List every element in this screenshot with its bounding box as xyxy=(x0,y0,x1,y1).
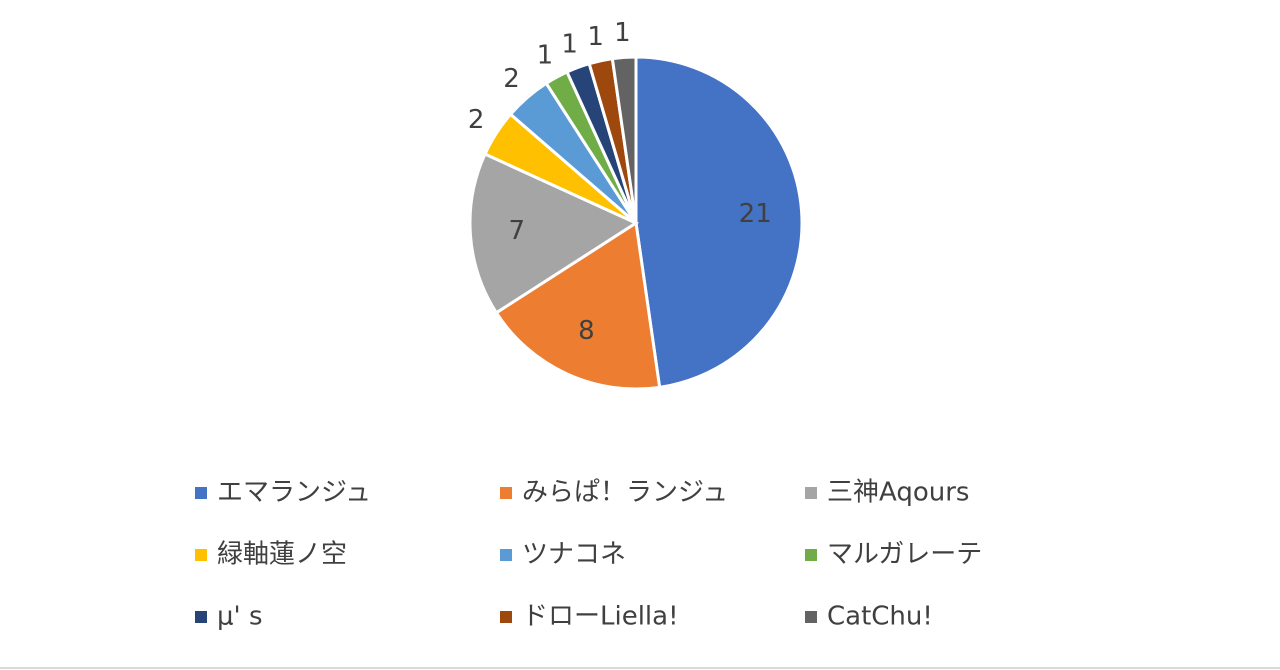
legend-swatch xyxy=(195,611,207,623)
pie-slice xyxy=(468,152,640,315)
legend-label: ドローLiella! xyxy=(522,602,679,632)
pie-slice xyxy=(634,55,804,390)
data-label: 7 xyxy=(509,216,526,246)
data-label: 8 xyxy=(578,316,595,346)
data-label: 1 xyxy=(537,41,554,71)
legend-label: 三神Aqours xyxy=(827,478,969,508)
legend-label: CatChu! xyxy=(827,602,933,632)
legend-swatch xyxy=(195,487,207,499)
data-label: 21 xyxy=(739,199,772,229)
pie-slice xyxy=(610,55,638,224)
data-label: 1 xyxy=(587,22,604,52)
legend-swatch xyxy=(500,611,512,623)
legend-swatch xyxy=(500,549,512,561)
legend-label: マルガレーテ xyxy=(827,540,982,570)
legend-label: μ' s xyxy=(217,602,263,632)
data-label: 2 xyxy=(468,105,485,135)
legend-swatch xyxy=(195,549,207,561)
pie-slice xyxy=(494,220,662,391)
data-label: 1 xyxy=(614,18,631,48)
data-label: 1 xyxy=(561,29,578,59)
legend-swatch xyxy=(805,487,817,499)
legend-label: ツナコネ xyxy=(522,540,626,570)
legend-label: みらぱ！ランジュ xyxy=(522,478,728,508)
legend-swatch xyxy=(805,549,817,561)
legend-label: 緑軸蓮ノ空 xyxy=(217,540,347,570)
legend-label: エマランジュ xyxy=(217,478,371,508)
data-label: 2 xyxy=(503,64,520,94)
legend-swatch xyxy=(805,611,817,623)
legend-swatch xyxy=(500,487,512,499)
